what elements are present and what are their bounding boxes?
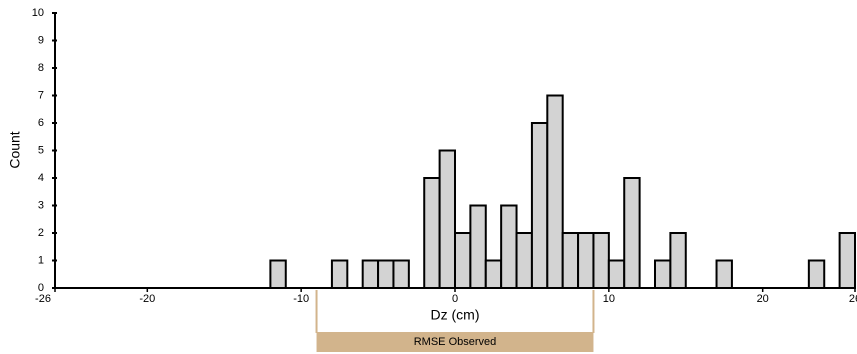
bar: [592, 232, 610, 289]
y-axis-label: Count: [7, 131, 23, 168]
bar: [454, 232, 472, 289]
bar: [500, 204, 518, 289]
bar: [438, 149, 457, 289]
bar: [654, 259, 672, 289]
bar: [546, 94, 564, 289]
bar: [469, 204, 487, 289]
x-tick-label: 26: [849, 293, 857, 305]
bar: [607, 259, 626, 289]
bar: [623, 177, 641, 289]
y-tick-label: 3: [38, 199, 44, 211]
bar: [530, 122, 549, 289]
y-tick-label: 5: [38, 144, 44, 156]
x-axis-label: Dz (cm): [431, 307, 480, 323]
bar: [515, 232, 533, 289]
bar: [269, 259, 287, 289]
y-tick-label: 0: [38, 282, 44, 294]
bar: [838, 232, 856, 289]
annotation-box: [316, 332, 594, 352]
x-tick-label: -20: [139, 293, 155, 305]
x-tick-label: -26: [35, 293, 51, 305]
bar: [577, 232, 595, 289]
x-tick-label: 0: [452, 293, 458, 305]
y-tick-label: 4: [38, 172, 44, 184]
bar: [330, 259, 349, 289]
bar: [807, 259, 826, 289]
y-tick-label: 7: [38, 89, 44, 101]
bar: [669, 232, 687, 289]
annotation-label: RMSE Observed: [414, 336, 497, 348]
y-tick-label: 6: [38, 117, 44, 129]
y-tick-label: 10: [32, 7, 44, 19]
x-tick-label: 20: [757, 293, 769, 305]
bar: [561, 232, 580, 289]
x-tick-label: 10: [603, 293, 615, 305]
bar: [423, 177, 441, 289]
bar: [484, 259, 503, 289]
bar: [361, 259, 380, 289]
y-tick-label: 9: [38, 34, 44, 46]
bar: [392, 259, 410, 289]
y-tick-label: 8: [38, 62, 44, 74]
y-tick-label: 1: [38, 254, 44, 266]
bar: [715, 259, 733, 289]
y-tick-label: 2: [38, 227, 44, 239]
bar: [377, 259, 395, 289]
x-tick-label: -10: [293, 293, 309, 305]
